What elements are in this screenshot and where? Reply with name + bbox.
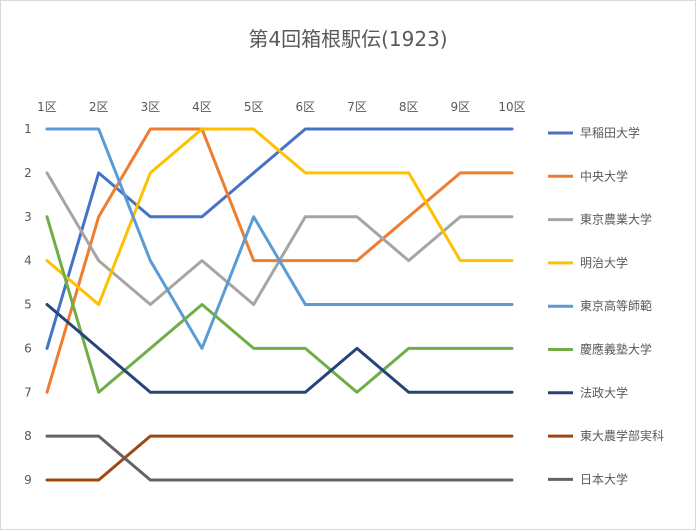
y-tick-label: 1 <box>24 122 32 136</box>
x-tick-label: 3区 <box>141 100 161 114</box>
y-tick-label: 3 <box>24 210 32 224</box>
legend-label: 東大農学部実科 <box>580 428 664 443</box>
x-tick-label: 10区 <box>498 100 525 114</box>
x-tick-label: 5区 <box>244 100 264 114</box>
x-tick-label: 4区 <box>192 100 212 114</box>
legend-label: 早稲田大学 <box>580 125 640 140</box>
series-line <box>45 303 514 394</box>
y-tick-label: 4 <box>24 254 32 268</box>
series-line <box>45 434 514 482</box>
series-line <box>45 127 514 350</box>
y-tick-label: 9 <box>24 473 32 487</box>
legend-label: 中央大学 <box>580 168 628 183</box>
x-tick-label: 2区 <box>89 100 109 114</box>
y-tick-label: 7 <box>24 385 32 399</box>
legend-label: 東京高等師範 <box>580 298 652 313</box>
x-tick-label: 9区 <box>451 100 471 114</box>
x-tick-label: 1区 <box>37 100 57 114</box>
y-tick-label: 8 <box>24 429 32 443</box>
x-tick-label: 8区 <box>399 100 419 114</box>
series-line <box>45 434 514 482</box>
series-line <box>45 127 514 350</box>
legend-label: 明治大学 <box>580 255 628 270</box>
legend-label: 日本大学 <box>580 471 628 486</box>
legend-label: 東京農業大学 <box>580 212 652 227</box>
legend-label: 法政大学 <box>580 385 628 400</box>
y-tick-label: 6 <box>24 341 32 355</box>
series-line <box>45 127 514 306</box>
x-tick-label: 7区 <box>347 100 367 114</box>
y-tick-label: 2 <box>24 166 32 180</box>
y-tick-label: 5 <box>24 298 32 312</box>
x-tick-label: 6区 <box>296 100 316 114</box>
series-line <box>45 171 514 306</box>
chart-title: 第4回箱根駅伝(1923) <box>248 27 448 51</box>
legend-label: 慶應義塾大学 <box>580 342 652 357</box>
